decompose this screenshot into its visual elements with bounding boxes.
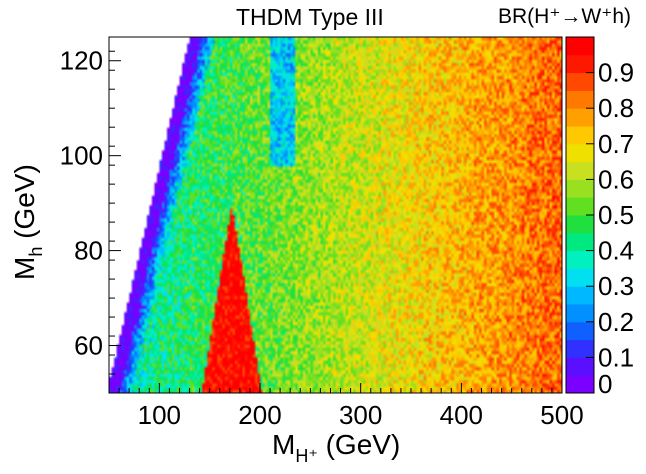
colorbar-segment [566,232,594,252]
colorbar-tick-label: 0.4 [598,236,634,266]
colorbar-segment [566,304,594,323]
y-tick-label: 120 [60,46,103,76]
colorbar-segment [566,215,594,234]
colorbar-segment [566,339,594,358]
colorbar-tick-label: 0.1 [598,342,634,372]
colorbar-segment [566,90,594,109]
colorbar-segment [566,321,594,341]
colorbar-segment [566,357,594,376]
colorbar-segment [566,375,594,394]
colorbar-segment [566,179,594,198]
colorbar-segment [566,72,594,91]
x-axis-title: MH⁺ (GeV) [272,429,400,466]
colorbar-segment [566,268,594,287]
colorbar-tick-label: 0 [598,369,612,399]
colorbar-segment [566,37,594,56]
colorbar-title: BR(H⁺→W⁺h) [498,5,631,28]
chart-title: THDM Type III [236,4,384,30]
y-tick-label: 60 [74,331,103,361]
y-axis: 60 80 100 120 [60,46,121,394]
colorbar-tick-label: 0.3 [598,271,634,301]
colorbar-segment [566,143,594,163]
x-tick-label: 500 [540,400,583,430]
colorbar-segment [566,126,594,145]
colorbar-tick-label: 0.7 [598,129,634,159]
y-axis-title: Mh (GeV) [9,164,46,280]
colorbar-tick-label: 0.8 [598,93,634,123]
heatmap-cells [109,37,562,393]
colorbar-segment [566,54,594,74]
colorbar-segment [566,286,594,305]
x-tick-label: 300 [339,400,382,430]
colorbar-tick-label: 0.2 [598,307,634,337]
x-axis: 100 200 300 400 500 [108,383,584,430]
colorbar-tick-label: 0.9 [598,58,634,88]
colorbar: 00.1 0.2 0.3 0.4 0.5 0.6 0.7 0.8 0.9 [565,36,634,399]
x-tick-label: 100 [138,400,181,430]
colorbar-segment [566,108,594,127]
colorbar-tick-label: 0.6 [598,164,634,194]
colorbar-segment [566,161,594,180]
plot-frame [108,36,563,394]
y-tick-label: 80 [74,236,103,266]
colorbar-segment [566,197,594,216]
colorbar-tick-label: 0.5 [598,200,634,230]
x-tick-label: 400 [440,400,483,430]
colorbar-segment [566,250,594,269]
x-tick-label: 200 [238,400,281,430]
y-tick-label: 100 [60,141,103,171]
